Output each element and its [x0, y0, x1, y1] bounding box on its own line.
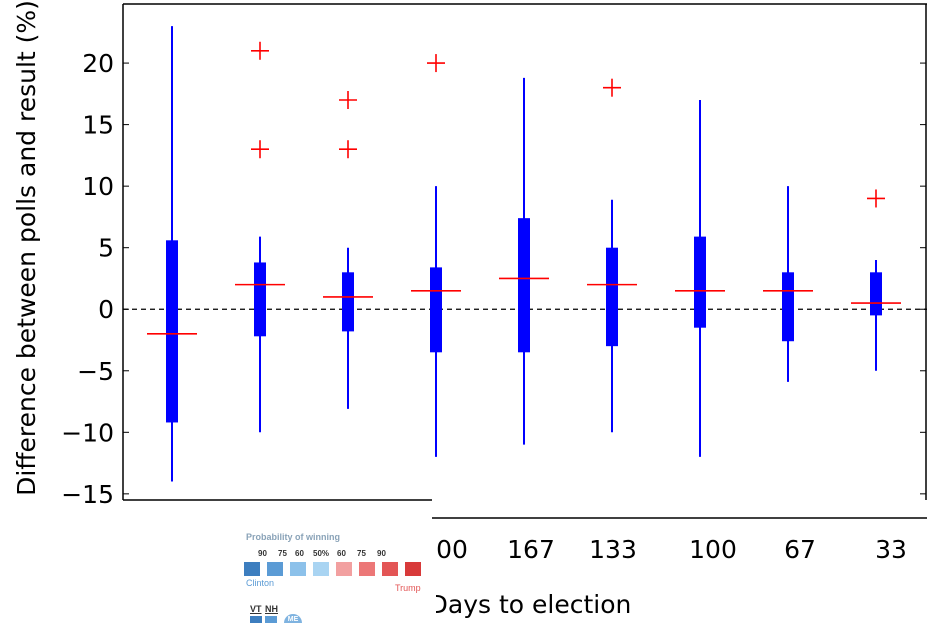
y-tick-label: −10 — [61, 418, 114, 447]
legend-tick-label: 75 — [278, 549, 287, 558]
state-badge-me: ME — [284, 614, 302, 623]
box — [606, 247, 618, 347]
box — [342, 272, 354, 332]
box — [694, 236, 706, 328]
box — [518, 218, 530, 353]
y-tick-label: 0 — [98, 295, 114, 324]
legend-swatch — [290, 562, 306, 576]
legend-swatch — [267, 562, 283, 576]
legend-tick-label: 60 — [295, 549, 304, 558]
legend-swatch — [336, 562, 352, 576]
legend-tick-label: 75 — [357, 549, 366, 558]
legend-clinton-label: Clinton — [246, 578, 275, 588]
x-tick-label: 33 — [875, 535, 907, 564]
x-tick-label: 100 — [689, 535, 737, 564]
y-tick-label: 20 — [82, 49, 114, 78]
legend-tick-label: 60 — [337, 549, 346, 558]
legend-swatch — [382, 562, 398, 576]
y-tick-label: 10 — [82, 172, 114, 201]
y-tick-label: −15 — [61, 480, 114, 509]
y-tick-label: −5 — [77, 357, 114, 386]
box — [166, 240, 178, 423]
state-label-nh: NH — [265, 604, 278, 614]
x-tick-label: 167 — [507, 535, 555, 564]
probability-legend-overlay: Probability of winning 90 75 60 50% 60 75 90 C… — [240, 528, 436, 623]
legend-swatch — [313, 562, 329, 576]
y-tick-label: 15 — [82, 111, 114, 140]
y-axis-label: Difference between polls and result (%) — [12, 0, 41, 496]
box — [782, 272, 794, 342]
state-label-vt: VT — [250, 604, 262, 614]
x-tick-label: 133 — [589, 535, 637, 564]
x-tick-label: 00 — [436, 535, 468, 564]
plot-area: −15 −10 −5 0 5 10 15 20 00 167 133 100 67 33 — [61, 3, 927, 623]
state-box-vt — [250, 616, 262, 623]
legend-trump-label: Trump — [395, 583, 421, 593]
legend-tick-label: 90 — [258, 549, 267, 558]
legend-swatch — [359, 562, 375, 576]
state-box-nh — [265, 616, 277, 623]
y-tick-label: 5 — [98, 234, 114, 263]
legend-tick-label: 90 — [377, 549, 386, 558]
legend-swatch — [244, 562, 260, 576]
x-axis-label: Days to election — [429, 590, 632, 619]
legend-title: Probability of winning — [246, 532, 340, 542]
box — [430, 267, 442, 353]
box — [870, 272, 882, 316]
legend-tick-label: 50% — [313, 549, 330, 558]
legend-swatch — [405, 562, 421, 576]
x-tick-label: 67 — [784, 535, 816, 564]
box — [254, 262, 266, 337]
